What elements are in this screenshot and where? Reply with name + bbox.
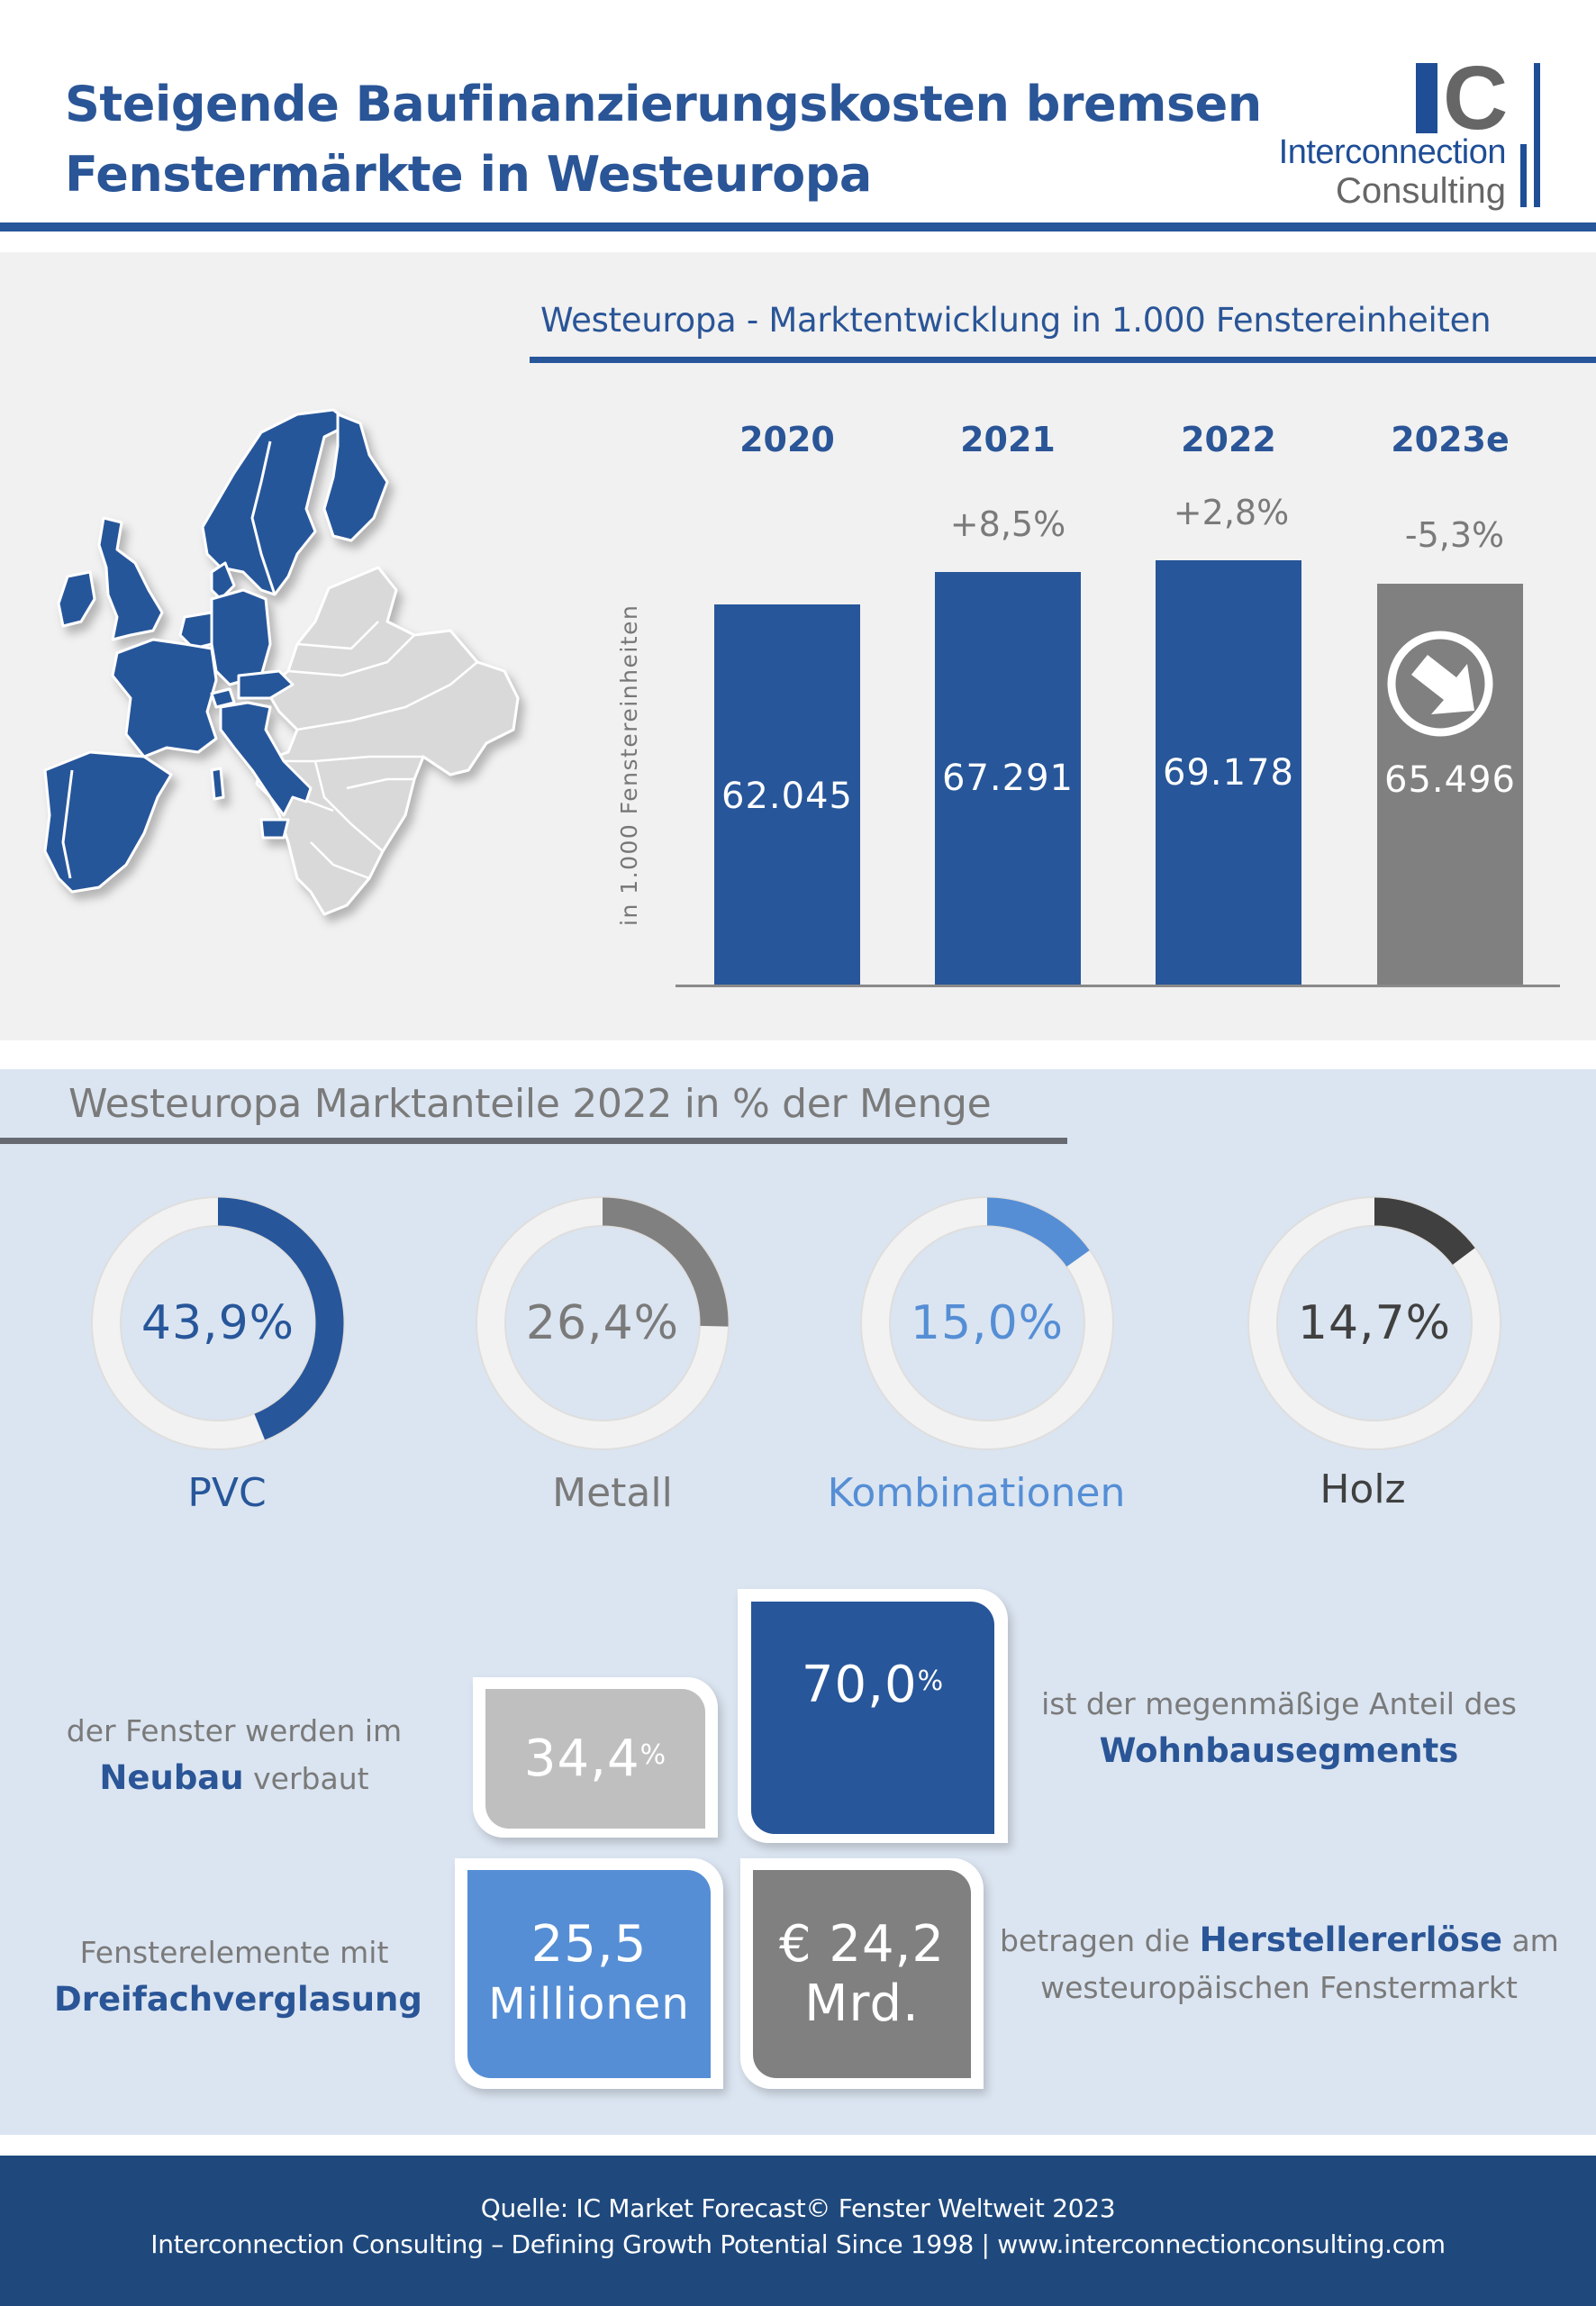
donut-pvc[interactable]: 43,9% — [91, 1196, 345, 1450]
bar-2023e[interactable]: 65.496 — [1377, 584, 1523, 985]
logo-bar — [1520, 144, 1527, 207]
desc-highlight: Wohnbausegments — [1099, 1731, 1459, 1770]
donut-metall[interactable]: 26,4% — [476, 1196, 730, 1450]
logo-text-consulting: Consulting — [1335, 171, 1506, 211]
bar-value: 67.291 — [942, 758, 1074, 799]
fact-desc-erloese: betragen die Herstellererlöse am westeur… — [1000, 1917, 1559, 2011]
fact-value-line2: Millionen — [488, 1978, 690, 2029]
desc-text: westeuropäischen Fenstermarkt — [1040, 1970, 1518, 2005]
fact-unit: % — [639, 1739, 667, 1771]
fact-tile-dreifach[interactable]: 25,5 Millionen — [467, 1870, 711, 2078]
bar-2020[interactable]: 62.045 — [714, 604, 860, 985]
fact-tile-wohnbau[interactable]: 70,0% — [751, 1602, 994, 1834]
shares-title-divider — [0, 1138, 1067, 1144]
desc-highlight: Herstellererlöse — [1199, 1920, 1502, 1959]
desc-text: betragen die — [1000, 1923, 1191, 1958]
fact-number: 70,0 — [801, 1656, 918, 1714]
footer: Quelle: IC Market Forecast© Fenster Welt… — [0, 2156, 1596, 2306]
desc-text: Fensterelemente mit — [79, 1935, 389, 1970]
donut-label-pvc: PVC — [187, 1470, 267, 1516]
fact-tile-neubau[interactable]: 34,4% — [485, 1689, 705, 1829]
logo-bar — [1534, 63, 1540, 207]
bar-2022[interactable]: 69.178 — [1156, 560, 1301, 985]
x-axis-baseline — [676, 985, 1560, 987]
header-divider — [0, 222, 1596, 232]
donut-label-kombinationen: Kombinationen — [827, 1470, 1126, 1516]
fact-value: 34,4% — [524, 1730, 667, 1789]
bar-year-2022: 2022 — [1181, 420, 1276, 459]
donut-value: 14,7% — [1297, 1296, 1452, 1350]
y-axis-label: in 1.000 Fenstereinheiten — [616, 604, 642, 926]
bar-year-2023e: 2023e — [1391, 420, 1510, 459]
shares-title: Westeuropa Marktanteile 2022 in % der Me… — [68, 1081, 992, 1127]
growth-label-2023e: -5,3% — [1404, 515, 1505, 555]
desc-text: ist der megenmäßige Anteil des — [1041, 1686, 1517, 1721]
chart-title-divider — [530, 357, 1596, 363]
arrow-down-right-circle-icon — [1387, 631, 1493, 737]
donut-label-metall: Metall — [552, 1470, 673, 1516]
bar-value: 65.496 — [1384, 759, 1516, 801]
footer-source: Quelle: IC Market Forecast© Fenster Welt… — [480, 2193, 1116, 2223]
desc-text: der Fenster werden im — [66, 1713, 403, 1748]
desc-text: verbaut — [253, 1761, 369, 1796]
logo-text-interconnection: Interconnection — [1278, 133, 1507, 171]
logo-letter-i — [1416, 63, 1437, 133]
fact-value-line1: € 24,2 — [778, 1914, 946, 1974]
desc-highlight: Neubau — [99, 1758, 244, 1797]
fact-desc-wohnbau: ist der megenmäßige Anteil des Wohnbause… — [1009, 1681, 1549, 1775]
bar-value: 69.178 — [1163, 752, 1294, 794]
donut-label-holz: Holz — [1319, 1466, 1406, 1512]
donut-kombinationen[interactable]: 15,0% — [860, 1196, 1114, 1450]
fact-desc-neubau: der Fenster werden im Neubau verbaut — [54, 1708, 414, 1802]
fact-value-line1: 25,5 — [530, 1914, 648, 1974]
fact-unit: % — [917, 1666, 945, 1697]
page-title-line1: Steigende Baufinanzierungskosten bremsen — [65, 76, 1262, 132]
bar-value: 62.045 — [721, 776, 853, 817]
fact-value-line2: Mrd. — [804, 1974, 920, 2033]
donut-holz[interactable]: 14,7% — [1247, 1196, 1501, 1450]
bar-year-2021: 2021 — [960, 420, 1056, 459]
bar-year-2020: 2020 — [739, 420, 835, 459]
fact-value: 70,0% — [802, 1656, 944, 1715]
europe-map-icon — [43, 408, 520, 916]
desc-text: am — [1511, 1923, 1559, 1958]
footer-tagline-link[interactable]: Interconnection Consulting – Defining Gr… — [150, 2229, 1446, 2259]
fact-desc-dreifach: Fensterelemente mit Dreifachverglasung — [54, 1929, 422, 2023]
bar-2021[interactable]: 67.291 — [935, 572, 1081, 985]
growth-label-2021: +8,5% — [949, 504, 1066, 544]
page-title-line2: Fenstermärkte in Westeuropa — [65, 146, 872, 203]
donut-value: 26,4% — [525, 1296, 680, 1350]
donut-value: 15,0% — [910, 1296, 1065, 1350]
logo-letter-c: C — [1443, 48, 1508, 149]
growth-label-2022: +2,8% — [1173, 493, 1290, 532]
fact-number: 34,4 — [523, 1729, 640, 1788]
donut-value: 43,9% — [141, 1296, 295, 1350]
fact-tile-erloese[interactable]: € 24,2 Mrd. — [753, 1870, 971, 2078]
chart-title: Westeuropa - Marktentwicklung in 1.000 F… — [540, 301, 1492, 340]
desc-highlight: Dreifachverglasung — [54, 1980, 422, 2019]
